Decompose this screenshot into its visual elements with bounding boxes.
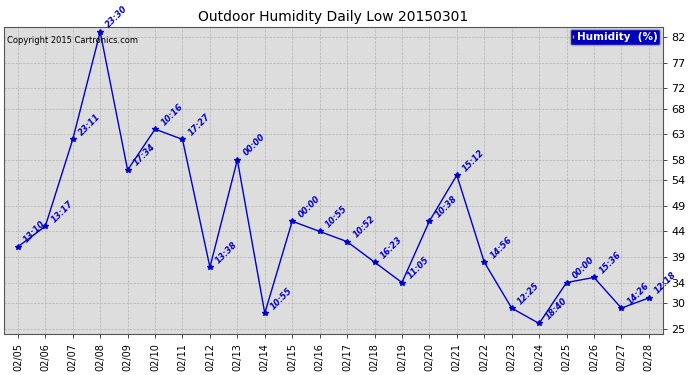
Text: 17:34: 17:34 <box>132 142 157 168</box>
Text: 13:38: 13:38 <box>214 240 239 265</box>
Text: 00:00: 00:00 <box>571 255 596 280</box>
Text: 13:10: 13:10 <box>22 219 48 245</box>
Legend: Humidity  (%): Humidity (%) <box>571 29 660 45</box>
Text: 10:55: 10:55 <box>269 286 295 311</box>
Text: 13:17: 13:17 <box>50 199 75 224</box>
Text: Copyright 2015 Cartronics.com: Copyright 2015 Cartronics.com <box>8 36 139 45</box>
Text: 14:56: 14:56 <box>489 234 514 260</box>
Text: 10:38: 10:38 <box>433 194 459 219</box>
Text: 17:27: 17:27 <box>187 112 212 137</box>
Text: 23:30: 23:30 <box>104 4 130 30</box>
Text: 11:05: 11:05 <box>406 255 431 280</box>
Text: 10:16: 10:16 <box>159 102 185 127</box>
Text: 12:18: 12:18 <box>653 270 678 296</box>
Text: 14:26: 14:26 <box>626 280 651 306</box>
Text: 10:55: 10:55 <box>324 204 349 229</box>
Text: 16:23: 16:23 <box>379 234 404 260</box>
Text: 00:00: 00:00 <box>297 194 322 219</box>
Text: 12:25: 12:25 <box>516 280 541 306</box>
Text: 10:52: 10:52 <box>351 214 377 240</box>
Text: 23:11: 23:11 <box>77 112 102 137</box>
Text: 18:40: 18:40 <box>543 296 569 321</box>
Text: 15:36: 15:36 <box>598 250 624 275</box>
Title: Outdoor Humidity Daily Low 20150301: Outdoor Humidity Daily Low 20150301 <box>198 10 469 24</box>
Text: 00:00: 00:00 <box>241 132 267 158</box>
Text: 15:12: 15:12 <box>461 148 486 173</box>
